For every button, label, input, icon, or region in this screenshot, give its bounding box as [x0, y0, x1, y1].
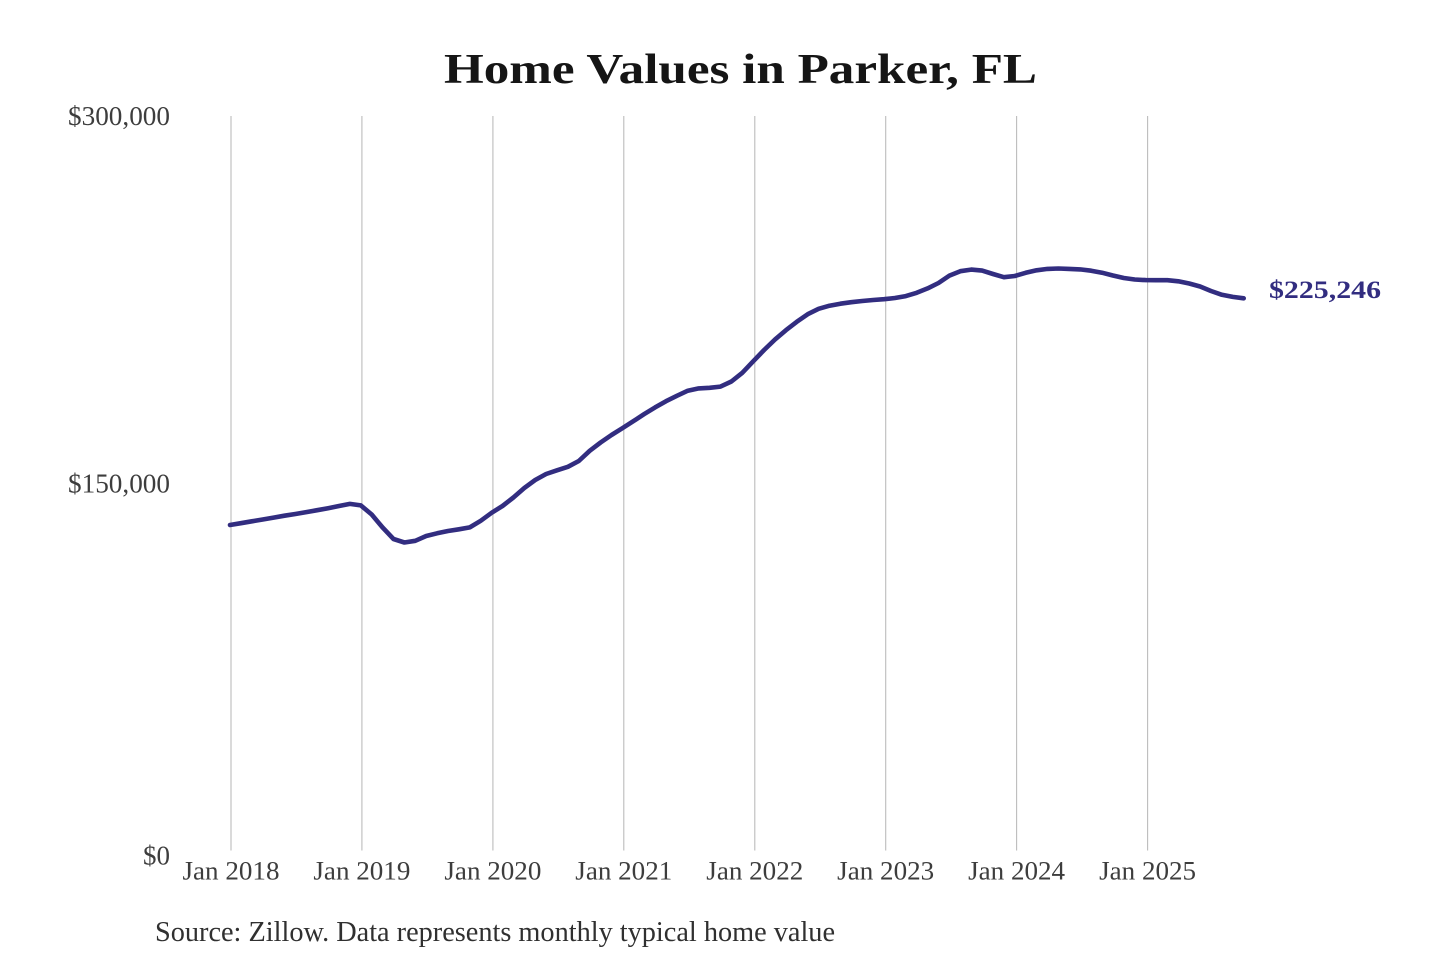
svg-text:$0: $0: [143, 840, 170, 870]
svg-text:$225,246: $225,246: [1269, 277, 1381, 304]
svg-text:Jan 2023: Jan 2023: [837, 856, 934, 885]
svg-text:Jan 2024: Jan 2024: [968, 856, 1065, 885]
svg-text:$300,000: $300,000: [68, 101, 170, 131]
svg-text:Jan 2018: Jan 2018: [183, 856, 280, 885]
svg-text:Jan 2022: Jan 2022: [706, 856, 803, 885]
svg-text:Jan 2020: Jan 2020: [444, 856, 541, 885]
svg-text:Jan 2025: Jan 2025: [1099, 856, 1196, 885]
svg-text:$150,000: $150,000: [68, 469, 170, 499]
svg-text:Jan 2019: Jan 2019: [313, 856, 410, 885]
svg-text:Home Values in Parker, FL: Home Values in Parker, FL: [444, 46, 1037, 93]
svg-text:Jan 2021: Jan 2021: [575, 856, 672, 885]
svg-text:Source: Zillow. Data represent: Source: Zillow. Data represents monthly …: [155, 917, 835, 948]
